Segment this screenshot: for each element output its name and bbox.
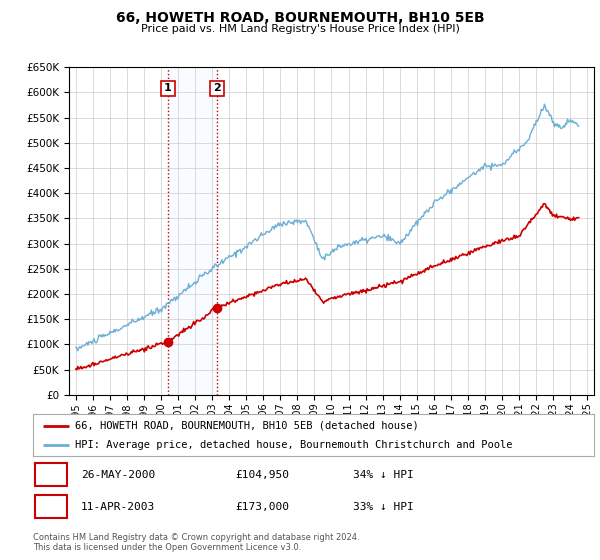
FancyBboxPatch shape [35,495,67,519]
Text: 66, HOWETH ROAD, BOURNEMOUTH, BH10 5EB: 66, HOWETH ROAD, BOURNEMOUTH, BH10 5EB [116,11,484,25]
Text: 1: 1 [47,468,55,481]
Text: 66, HOWETH ROAD, BOURNEMOUTH, BH10 5EB (detached house): 66, HOWETH ROAD, BOURNEMOUTH, BH10 5EB (… [75,421,419,431]
FancyBboxPatch shape [35,463,67,486]
Text: 2: 2 [47,500,55,514]
Text: 2: 2 [213,83,221,94]
Text: 1: 1 [164,83,172,94]
Text: £104,950: £104,950 [235,470,289,479]
Text: Price paid vs. HM Land Registry's House Price Index (HPI): Price paid vs. HM Land Registry's House … [140,24,460,34]
Bar [168,67,217,395]
Text: HPI: Average price, detached house, Bournemouth Christchurch and Poole: HPI: Average price, detached house, Bour… [75,440,512,450]
Text: Contains HM Land Registry data © Crown copyright and database right 2024.: Contains HM Land Registry data © Crown c… [33,533,359,542]
Text: 26-MAY-2000: 26-MAY-2000 [80,470,155,479]
Text: 11-APR-2003: 11-APR-2003 [80,502,155,512]
Text: 33% ↓ HPI: 33% ↓ HPI [353,502,413,512]
Text: This data is licensed under the Open Government Licence v3.0.: This data is licensed under the Open Gov… [33,543,301,552]
Text: £173,000: £173,000 [235,502,289,512]
Text: 34% ↓ HPI: 34% ↓ HPI [353,470,413,479]
